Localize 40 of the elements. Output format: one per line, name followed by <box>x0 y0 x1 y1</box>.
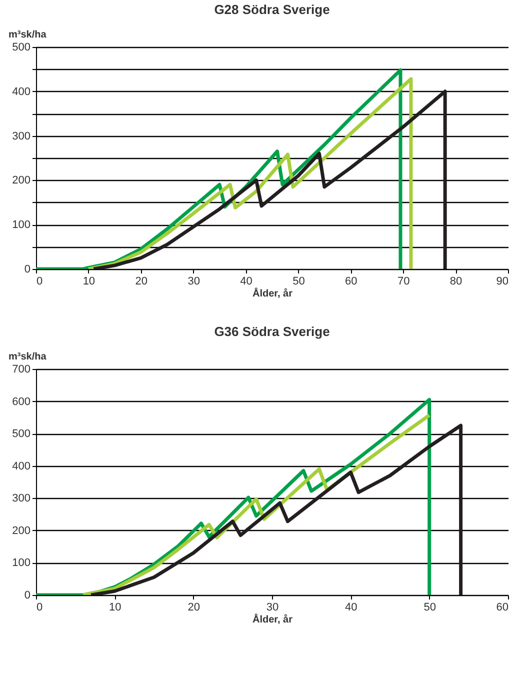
line-series <box>89 424 463 595</box>
x-axis-title: Ålder, år <box>252 288 293 300</box>
x-axis-title: Ålder, år <box>252 614 293 626</box>
x-tick-label: 60 <box>345 276 358 288</box>
x-tick-label: 90 <box>496 276 508 288</box>
y-tick-label: 500 <box>12 428 30 440</box>
y-tick-label: 100 <box>12 557 30 570</box>
x-tick-label: 50 <box>424 602 436 614</box>
y-tick-label: 300 <box>12 492 30 505</box>
x-tick-label: 70 <box>397 276 410 288</box>
x-tick-label: 80 <box>450 276 462 288</box>
y-tick-label: 600 <box>12 396 30 408</box>
x-tick-label: 10 <box>109 602 122 614</box>
x-tick-label: 40 <box>240 276 252 288</box>
x-tick-label: 20 <box>188 602 200 614</box>
y-tick-label: 100 <box>12 219 30 232</box>
line-series <box>86 77 413 269</box>
y-tick-label: 300 <box>12 130 30 142</box>
x-tick-label: 40 <box>345 602 358 614</box>
y-tick-label: 0 <box>24 590 30 602</box>
x-tick-label: 30 <box>188 276 200 288</box>
line-series <box>92 90 447 269</box>
x-tick-label: 0 <box>36 276 43 288</box>
x-tick-label: 0 <box>36 602 43 614</box>
y-tick-label: 400 <box>12 86 30 98</box>
chart-title: G36 Södra Sverige <box>214 324 330 339</box>
x-tick-label: 50 <box>292 276 305 288</box>
y-axis-title: m³sk/ha <box>8 352 47 362</box>
y-tick-label: 200 <box>12 524 30 537</box>
y-axis-title: m³sk/ha <box>8 30 47 40</box>
y-tick-label: 500 <box>12 42 30 54</box>
y-tick-label: 0 <box>24 264 30 276</box>
x-tick-label: 60 <box>496 602 508 614</box>
y-tick-label: 700 <box>12 364 30 376</box>
y-tick-label: 400 <box>12 460 30 472</box>
x-tick-label: 20 <box>135 276 148 288</box>
x-tick-label: 30 <box>266 602 279 614</box>
chart-title: G28 Södra Sverige <box>214 2 330 17</box>
x-tick-label: 10 <box>82 276 96 288</box>
y-tick-label: 200 <box>12 174 30 187</box>
